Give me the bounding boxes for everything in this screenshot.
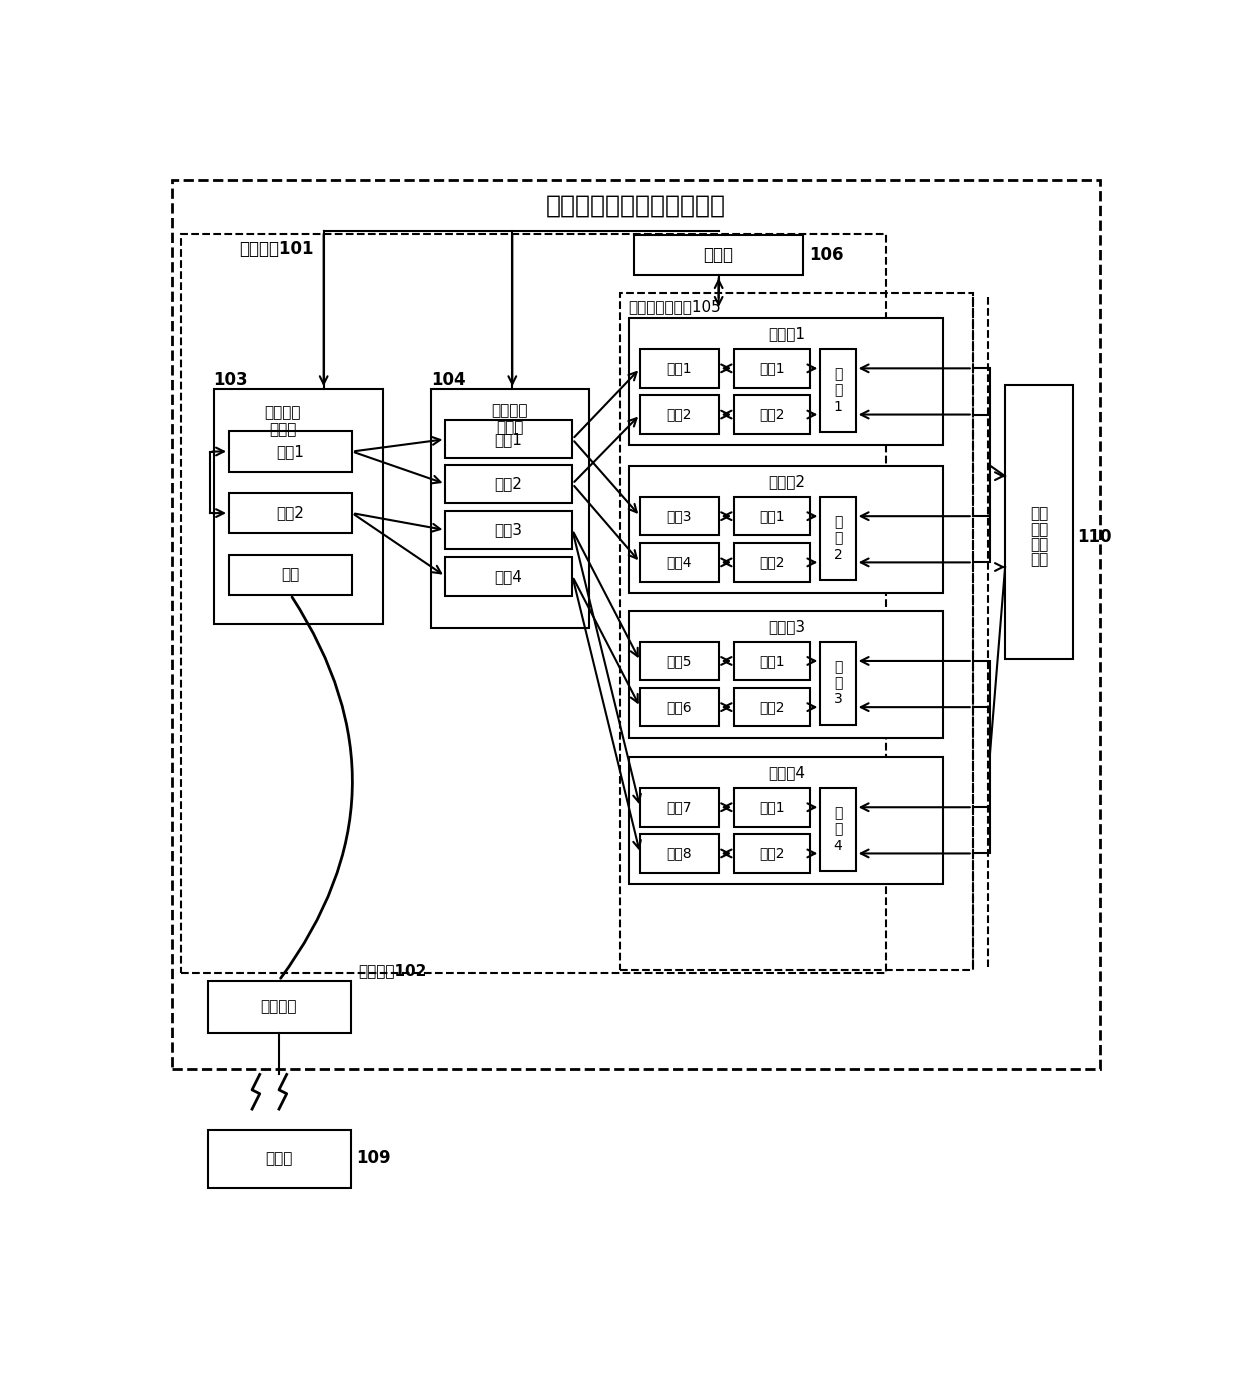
- Text: 解调1: 解调1: [495, 431, 522, 446]
- Bar: [734, 688, 810, 727]
- Bar: [640, 835, 719, 872]
- Text: 滤波1: 滤波1: [277, 444, 305, 459]
- Bar: [432, 390, 589, 627]
- Text: 解码2: 解码2: [667, 408, 692, 422]
- Bar: [445, 464, 573, 503]
- Text: 104: 104: [432, 370, 466, 388]
- Bar: [1006, 386, 1073, 659]
- Bar: [734, 350, 810, 387]
- Text: 内核2: 内核2: [759, 701, 785, 714]
- Bar: [640, 498, 719, 535]
- Text: 车载天线102: 车载天线102: [358, 963, 427, 978]
- Text: 内核2: 内核2: [759, 556, 785, 569]
- Bar: [445, 511, 573, 549]
- Text: 解码3: 解码3: [667, 509, 692, 524]
- Bar: [229, 431, 352, 471]
- Text: 内核1: 内核1: [759, 361, 785, 376]
- Text: 收模块: 收模块: [496, 420, 523, 435]
- Bar: [445, 420, 573, 459]
- Text: 双通道功: 双通道功: [264, 405, 301, 420]
- Text: 解调2: 解调2: [495, 477, 522, 492]
- Text: 内核2: 内核2: [759, 408, 785, 422]
- Text: 车载主机101: 车载主机101: [239, 240, 314, 258]
- Text: 多通道处理模块105: 多通道处理模块105: [627, 300, 720, 314]
- Bar: [630, 757, 944, 884]
- Bar: [208, 980, 351, 1032]
- Bar: [734, 641, 810, 680]
- Text: 应答器: 应答器: [265, 1151, 293, 1166]
- Text: 内核1: 内核1: [759, 509, 785, 524]
- Text: 解码5: 解码5: [667, 654, 692, 668]
- Bar: [821, 498, 856, 580]
- Bar: [734, 788, 810, 826]
- Text: 内核2: 内核2: [759, 846, 785, 861]
- Bar: [634, 235, 804, 275]
- Text: 白检电路: 白检电路: [260, 999, 298, 1014]
- Bar: [213, 390, 383, 625]
- Text: 记录板: 记录板: [703, 246, 734, 264]
- Text: 设备: 设备: [1030, 553, 1048, 568]
- Text: 解码1: 解码1: [667, 361, 692, 376]
- Bar: [630, 318, 944, 445]
- Bar: [821, 641, 856, 726]
- Bar: [640, 350, 719, 387]
- Text: 解码8: 解码8: [667, 846, 692, 861]
- Text: 处理板2: 处理板2: [768, 474, 805, 489]
- Bar: [630, 611, 944, 738]
- Text: 解调4: 解调4: [495, 569, 522, 583]
- Bar: [640, 788, 719, 826]
- Text: 放模块: 放模块: [269, 422, 296, 437]
- Bar: [734, 395, 810, 434]
- Bar: [620, 293, 972, 970]
- Bar: [734, 835, 810, 872]
- Text: 103: 103: [213, 370, 248, 388]
- Text: 判
决
4: 判 决 4: [833, 806, 842, 853]
- Bar: [821, 788, 856, 871]
- Text: 解码7: 解码7: [667, 800, 692, 814]
- Text: 外部: 外部: [1030, 506, 1048, 521]
- Bar: [640, 641, 719, 680]
- Bar: [640, 395, 719, 434]
- Text: 多通道接: 多通道接: [492, 404, 528, 419]
- Text: 判
决
2: 判 决 2: [833, 515, 842, 561]
- Text: 110: 110: [1078, 528, 1112, 546]
- Text: 处理板3: 处理板3: [768, 619, 805, 634]
- Text: 判
决
3: 判 决 3: [833, 661, 842, 706]
- Text: 处理板4: 处理板4: [768, 766, 805, 779]
- Bar: [172, 180, 1100, 1070]
- Text: 106: 106: [810, 246, 843, 264]
- Text: 判
决
1: 判 决 1: [833, 368, 842, 413]
- Text: 解码4: 解码4: [667, 556, 692, 569]
- Text: 处理板1: 处理板1: [768, 326, 805, 341]
- Text: 控制: 控制: [1030, 538, 1048, 553]
- Bar: [640, 688, 719, 727]
- Bar: [445, 557, 573, 596]
- Text: 滤波2: 滤波2: [277, 506, 305, 521]
- Text: 车载: 车载: [1030, 522, 1048, 536]
- Bar: [229, 554, 352, 594]
- Bar: [821, 350, 856, 433]
- Text: 内核1: 内核1: [759, 800, 785, 814]
- Bar: [640, 543, 719, 582]
- Text: 109: 109: [356, 1150, 391, 1168]
- Bar: [181, 234, 885, 973]
- Bar: [734, 498, 810, 535]
- Text: 发射: 发射: [281, 567, 300, 582]
- Bar: [630, 466, 944, 593]
- Text: 解码6: 解码6: [667, 701, 692, 714]
- Bar: [734, 543, 810, 582]
- Text: 多通道应答器报文传输装置: 多通道应答器报文传输装置: [546, 193, 725, 218]
- Bar: [208, 1130, 351, 1187]
- Text: 解调3: 解调3: [495, 522, 522, 538]
- Text: 内核1: 内核1: [759, 654, 785, 668]
- Bar: [229, 493, 352, 533]
